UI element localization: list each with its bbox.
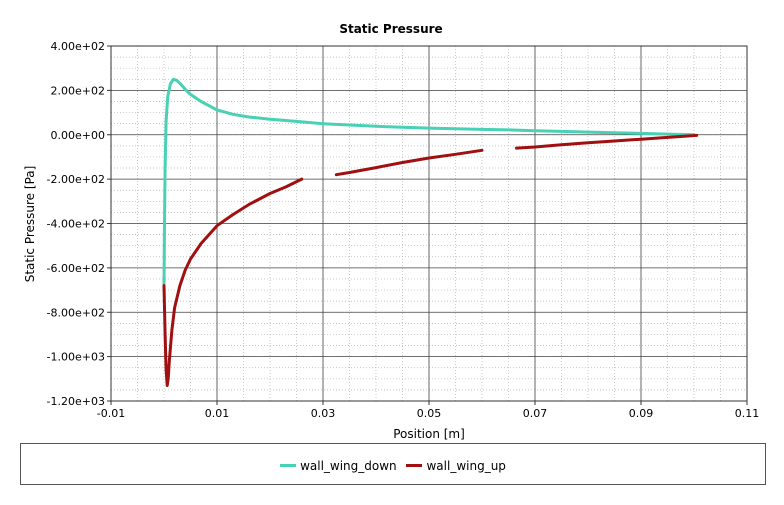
legend-swatch-wall-wing-up [406, 464, 423, 467]
legend-entries: wall_wing_down wall_wing_up [21, 456, 765, 473]
y-tick-label: -6.00e+02 [47, 262, 105, 275]
x-tick-label: 0.03 [311, 407, 336, 420]
x-tick-label: 0.07 [523, 407, 548, 420]
series-layer [162, 77, 699, 387]
legend-entry-wall-wing-down: wall_wing_down [280, 459, 397, 473]
y-axis-label: Static Pressure [Pa] [23, 166, 37, 283]
legend-swatch-wall-wing-down [280, 464, 297, 467]
x-tick-label: -0.01 [97, 407, 125, 420]
x-tick-label: 0.09 [629, 407, 654, 420]
x-axis-label: Position [m] [393, 427, 465, 441]
y-tick-label: -1.20e+03 [47, 395, 105, 408]
y-tick-label: -2.00e+02 [47, 173, 105, 186]
legend-entry-wall-wing-up: wall_wing_up [406, 458, 506, 473]
legend-label-wall-wing-down: wall_wing_down [300, 458, 397, 473]
legend-label-wall-wing-up: wall_wing_up [426, 458, 506, 473]
y-tick-label: -4.00e+02 [47, 218, 105, 231]
y-tick-label: -1.00e+03 [47, 351, 105, 364]
legend: wall_wing_down wall_wing_up [20, 443, 766, 485]
y-tick-label: 4.00e+02 [51, 40, 105, 53]
x-tick-label: 0.11 [735, 407, 760, 420]
series-line-wall-wing-up [334, 148, 484, 177]
grid-layer [110, 45, 748, 402]
y-tick-label: 0.00e+00 [51, 129, 105, 142]
y-tick-label: -8.00e+02 [47, 306, 105, 319]
chart-title: Static Pressure [339, 22, 442, 36]
x-tick-label: 0.01 [205, 407, 230, 420]
series-line-wall-wing-down [162, 77, 696, 288]
series-line-wall-wing-up [162, 177, 304, 387]
x-tick-label: 0.05 [417, 407, 442, 420]
series-line-wall-wing-up [515, 133, 699, 150]
tick-layer: -0.01 0.01 0.03 0.05 0.07 0.09 0.11 4.00e+02 2.0… [47, 40, 760, 420]
y-tick-label: 2.00e+02 [51, 84, 105, 97]
